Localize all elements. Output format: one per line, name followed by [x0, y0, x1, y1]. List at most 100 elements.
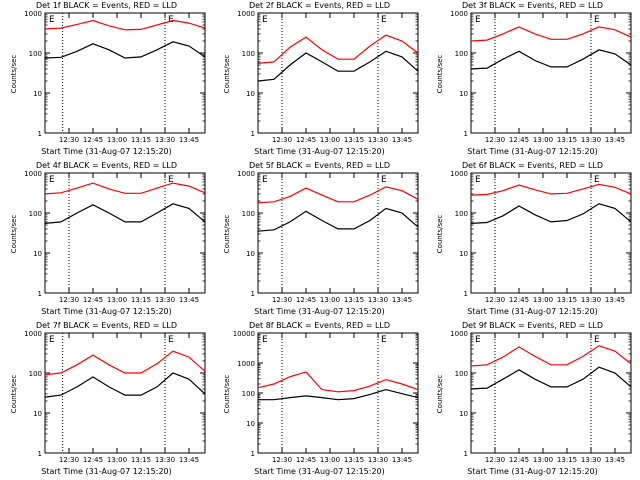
- x-tick-label: 13:30: [155, 456, 175, 464]
- x-tick-label: 13:00: [533, 136, 553, 144]
- series-line-events: [257, 50, 419, 82]
- x-tick-label: 12:45: [296, 296, 316, 304]
- x-tick-label: 13:00: [533, 456, 553, 464]
- x-tick-label: 13:30: [368, 296, 388, 304]
- x-tick-label: 13:15: [557, 456, 577, 464]
- x-tick-label: 12:45: [83, 136, 103, 144]
- y-tick-label: 1: [251, 290, 255, 298]
- series-line-lld: [257, 186, 419, 204]
- y-tick-label: 1: [464, 130, 468, 138]
- x-axis-label: Start Time (31-Aug-07 12:15:20): [467, 307, 598, 316]
- chart-panel: Det 8f BLACK = Events, RED = LLD Counts/s…: [213, 320, 426, 480]
- x-tick-label: 12:45: [509, 456, 529, 464]
- x-axis-label: Start Time (31-Aug-07 12:15:20): [41, 467, 172, 476]
- plot-frame: [470, 12, 632, 134]
- x-axis-label: Start Time (31-Aug-07 12:15:20): [467, 147, 598, 156]
- y-tick-label: 10: [33, 90, 42, 98]
- x-tick-label: 13:30: [581, 296, 601, 304]
- y-tick-label: 100: [455, 210, 468, 218]
- plot-frame: [257, 172, 419, 294]
- chart-svg: 1 10 100 1000 12:30 12:45 13:00 13:15 13:30 13:45…: [24, 330, 206, 464]
- plot-frame: [257, 12, 419, 134]
- chart-title: Det 3f BLACK = Events, RED = LLD: [461, 1, 604, 10]
- event-marker-label: E: [168, 175, 174, 185]
- x-tick-label: 13:30: [581, 456, 601, 464]
- x-tick-label: 13:15: [344, 456, 364, 464]
- x-axis-label: Start Time (31-Aug-07 12:15:20): [254, 467, 385, 476]
- x-tick-label: 13:15: [344, 296, 364, 304]
- event-marker-label: E: [594, 335, 600, 345]
- chart-panel: Det 2f BLACK = Events, RED = LLD Counts/s…: [213, 0, 426, 160]
- event-marker-label: E: [475, 335, 481, 345]
- y-tick-label: 10: [33, 410, 42, 418]
- x-axis-label: Start Time (31-Aug-07 12:15:20): [41, 307, 172, 316]
- chart-panel: Det 1f BLACK = Events, RED = LLD Counts/s…: [0, 0, 213, 160]
- plot-frame: [470, 172, 632, 294]
- y-tick-label: 100: [29, 50, 42, 58]
- event-marker-label: E: [262, 175, 268, 185]
- chart-svg: 1 10 100 1000 12:30 12:45 13:00 13:15 13:30 13:45…: [450, 330, 632, 464]
- plot-frame: [44, 12, 206, 134]
- plot-frame: [44, 172, 206, 294]
- x-axis-label: Start Time (31-Aug-07 12:15:20): [41, 147, 172, 156]
- chart-title: Det 1f BLACK = Events, RED = LLD: [35, 1, 178, 10]
- x-tick-label: 13:15: [131, 136, 151, 144]
- x-tick-label: 13:45: [179, 456, 199, 464]
- x-tick-label: 13:45: [392, 136, 412, 144]
- event-marker-label: E: [262, 335, 268, 345]
- chart-svg: 1 10 100 1000 12:30 12:45 13:00 13:15 13:30 13:45…: [237, 10, 419, 144]
- chart-panel: Det 6f BLACK = Events, RED = LLD Counts/s…: [426, 160, 639, 320]
- y-tick-label: 1000: [24, 170, 42, 178]
- y-tick-label: 100: [242, 210, 255, 218]
- event-marker-label: E: [594, 175, 600, 185]
- chart-panel: Det 4f BLACK = Events, RED = LLD Counts/s…: [0, 160, 213, 320]
- event-marker-label: E: [475, 15, 481, 25]
- y-tick-label: 1000: [450, 170, 468, 178]
- chart-panel: Det 5f BLACK = Events, RED = LLD Counts/s…: [213, 160, 426, 320]
- y-tick-label: 10: [246, 250, 255, 258]
- series-line-lld: [470, 183, 632, 196]
- series-line-events: [44, 203, 206, 224]
- y-tick-label: 10: [246, 420, 255, 428]
- series-line-events: [470, 49, 632, 70]
- event-marker-label: E: [262, 15, 268, 25]
- x-tick-label: 13:45: [179, 296, 199, 304]
- chart-svg: 1 10 100 1000 10000 12:30 12:45 13:00 13:15 13:30…: [233, 330, 419, 464]
- series-line-lld: [257, 371, 419, 393]
- event-marker-label: E: [381, 175, 387, 185]
- event-marker-label: E: [49, 335, 55, 345]
- event-marker-label: E: [475, 175, 481, 185]
- x-tick-label: 13:45: [179, 136, 199, 144]
- series-line-lld: [44, 19, 206, 31]
- x-tick-label: 13:00: [320, 296, 340, 304]
- chart-svg: 1 10 100 1000 12:30 12:45 13:00 13:15 13:30 13:45…: [24, 10, 206, 144]
- event-marker-label: E: [594, 15, 600, 25]
- series-line-lld: [44, 350, 206, 376]
- x-tick-label: 12:45: [296, 456, 316, 464]
- y-tick-label: 1: [464, 290, 468, 298]
- plot-frame: [470, 332, 632, 454]
- series-line-events: [470, 203, 632, 224]
- series-line-events: [470, 366, 632, 390]
- x-tick-label: 13:00: [107, 136, 127, 144]
- series-line-events: [44, 41, 206, 59]
- x-tick-label: 13:30: [581, 136, 601, 144]
- event-marker-label: E: [381, 15, 387, 25]
- event-marker-label: E: [49, 175, 55, 185]
- chart-panel: Det 9f BLACK = Events, RED = LLD Counts/s…: [426, 320, 639, 480]
- x-tick-label: 13:30: [368, 136, 388, 144]
- x-tick-label: 12:30: [272, 136, 292, 144]
- x-tick-label: 13:15: [344, 136, 364, 144]
- y-tick-label: 100: [242, 390, 255, 398]
- x-tick-label: 12:30: [272, 456, 292, 464]
- event-marker-label: E: [49, 15, 55, 25]
- x-tick-label: 13:00: [533, 296, 553, 304]
- y-tick-label: 1: [251, 450, 255, 458]
- y-tick-label: 1: [251, 130, 255, 138]
- y-tick-label: 1000: [237, 10, 255, 18]
- x-tick-label: 12:45: [296, 136, 316, 144]
- y-tick-label: 100: [29, 210, 42, 218]
- event-marker-label: E: [381, 335, 387, 345]
- x-tick-label: 12:30: [485, 456, 505, 464]
